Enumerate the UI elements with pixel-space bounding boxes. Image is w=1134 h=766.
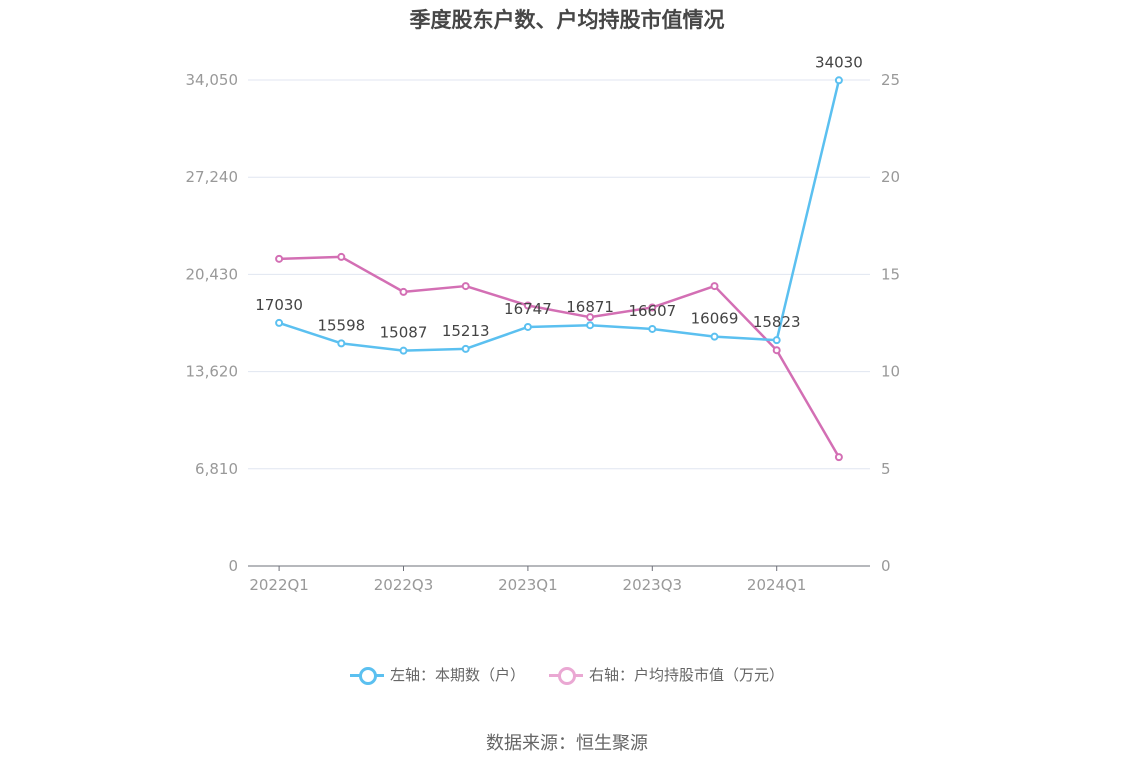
legend-item-households[interactable]: 左轴：本期数（户） [349, 664, 525, 685]
data-label: 16747 [504, 300, 552, 318]
data-point [772, 336, 781, 345]
data-point [710, 282, 719, 291]
data-point [461, 344, 470, 353]
legend-line-marker-icon [349, 666, 384, 685]
chart-title: 季度股东户数、户均持股市值情况 [409, 8, 725, 32]
left-axis-tick-label: 6,810 [195, 460, 238, 478]
legend-label: 左轴：本期数（户） [389, 666, 525, 684]
legend: 左轴：本期数（户） 右轴：户均持股市值（万元） [0, 664, 1134, 685]
data-point [275, 318, 284, 327]
x-axis-tick-label: 2022Q3 [374, 576, 434, 594]
grid-lines [248, 79, 870, 470]
legend-item-avg-market-value[interactable]: 右轴：户均持股市值（万元） [549, 664, 784, 685]
data-label: 15213 [442, 322, 490, 340]
right-axis-tick-label: 10 [881, 363, 900, 381]
right-axis-tick-label: 5 [881, 460, 891, 478]
axes: 0 0 6,810 5 13,620 10 20,430 15 27,240 20 34,050 25… [186, 71, 901, 594]
data-label: 17030 [255, 296, 303, 314]
data-point [337, 339, 346, 348]
data-label: 15087 [380, 324, 428, 342]
data-labels: 17030 15598 15087 15213 16747 16871 16607 16069… [255, 53, 863, 341]
right-axis-tick-label: 25 [881, 71, 900, 89]
left-axis-tick-label: 13,620 [186, 363, 239, 381]
left-axis-tick-label: 20,430 [186, 265, 239, 283]
data-point [399, 287, 408, 296]
series-line-households [278, 79, 841, 352]
data-label: 16871 [566, 298, 614, 316]
data-point [834, 453, 843, 462]
data-point [523, 322, 532, 331]
data-point [461, 282, 470, 291]
x-axis-tick-label: 2023Q1 [498, 576, 558, 594]
left-axis-tick-label: 34,050 [186, 71, 239, 89]
data-point [586, 321, 595, 330]
x-axis-tick-label: 2022Q1 [249, 576, 309, 594]
data-point [275, 254, 284, 263]
data-point [586, 313, 595, 322]
source-note: 数据来源：恒生聚源 [486, 733, 648, 754]
data-point [834, 76, 843, 85]
series-lines [275, 76, 843, 462]
right-axis-tick-label: 0 [881, 557, 891, 575]
data-point [399, 346, 408, 355]
data-point [648, 303, 657, 312]
data-label: 16069 [691, 310, 739, 328]
legend-label: 右轴：户均持股市值（万元） [589, 666, 785, 684]
series-line-avg-market-value [279, 255, 840, 458]
data-label: 34030 [815, 53, 863, 71]
data-point [710, 332, 719, 341]
left-axis-tick-label: 0 [228, 557, 238, 575]
right-axis-tick-label: 15 [881, 265, 900, 283]
data-point [772, 346, 781, 355]
data-label: 15823 [753, 313, 801, 331]
left-axis-tick-label: 27,240 [186, 168, 239, 186]
data-label: 15598 [317, 316, 365, 334]
legend-line-marker-icon [549, 666, 583, 685]
data-point [337, 252, 346, 261]
data-label: 16607 [628, 302, 676, 320]
right-axis-tick-label: 20 [881, 168, 900, 186]
data-point [648, 324, 657, 333]
data-point [523, 301, 532, 310]
x-axis-tick-label: 2024Q1 [747, 576, 807, 594]
x-axis-tick-label: 2023Q3 [623, 576, 683, 594]
